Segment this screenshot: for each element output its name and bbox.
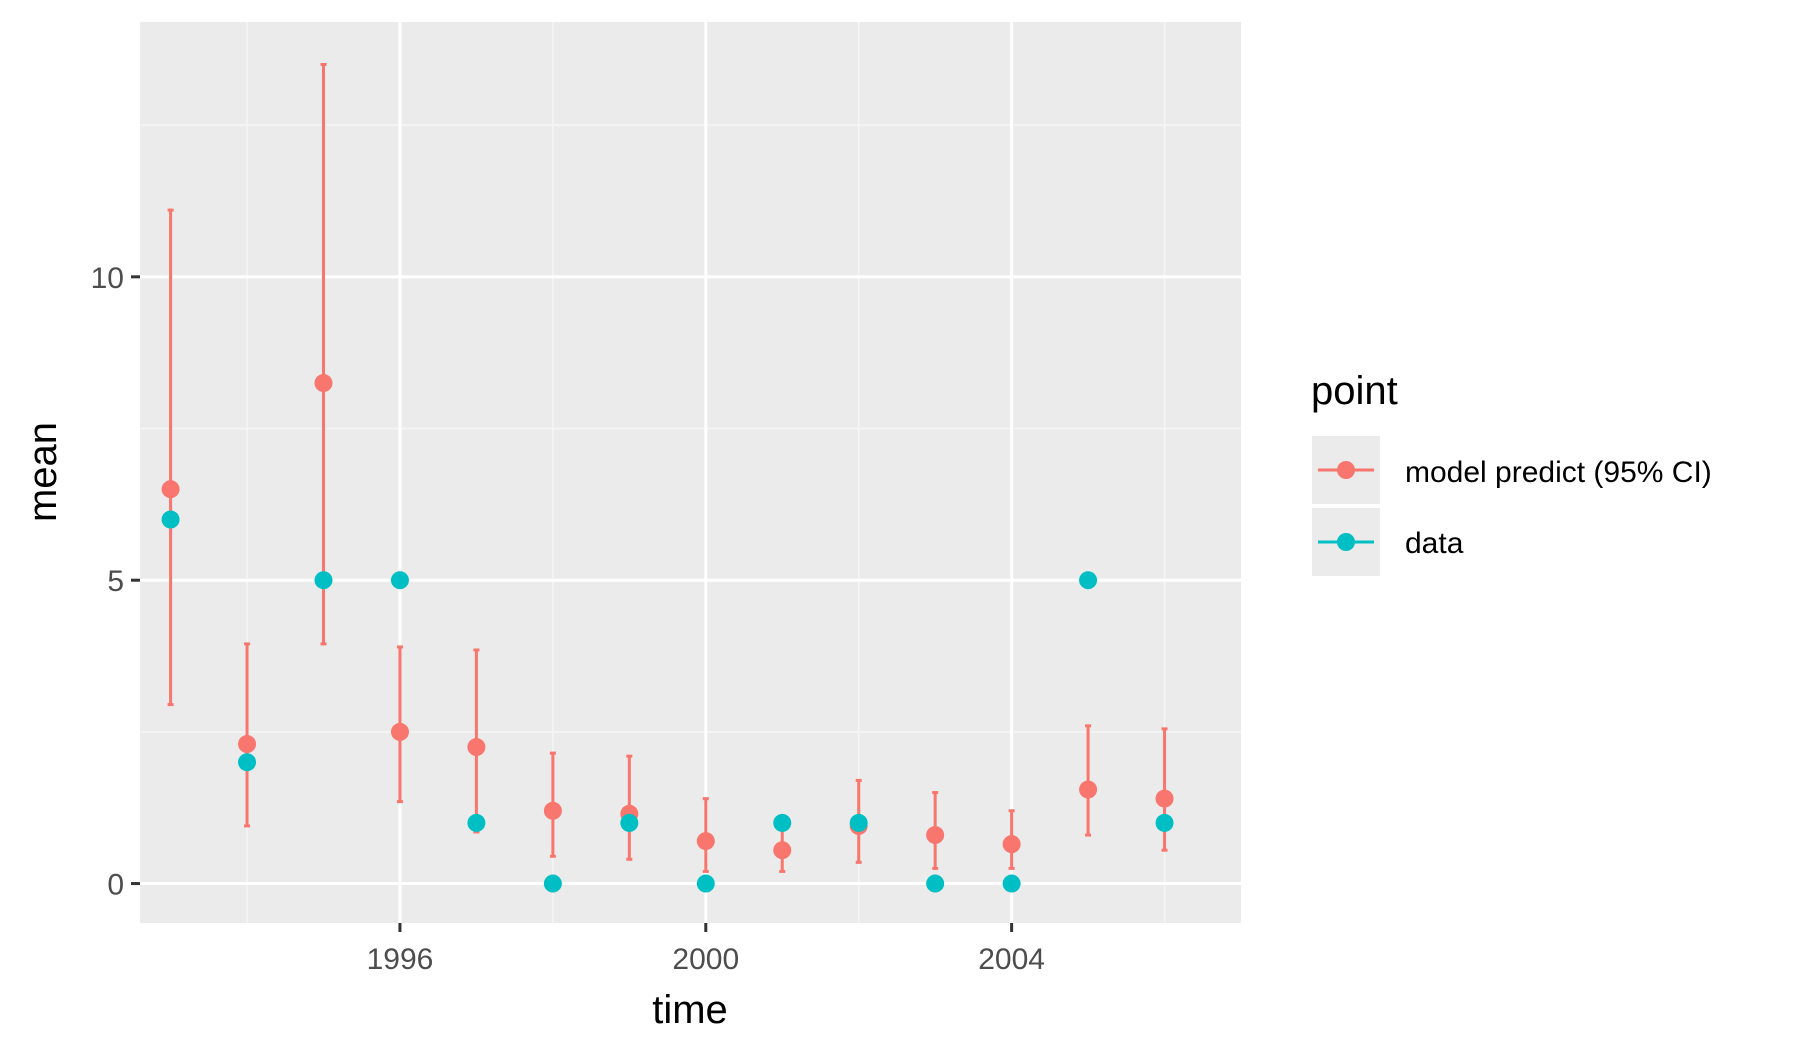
point-data bbox=[467, 813, 486, 832]
point-data bbox=[1079, 571, 1098, 590]
point-model-predict bbox=[161, 480, 180, 499]
legend-key-point-data bbox=[1337, 533, 1355, 551]
point-data bbox=[390, 571, 409, 590]
point-model-predict bbox=[543, 801, 562, 820]
legend-title: point bbox=[1311, 369, 1398, 413]
legend-label-data: data bbox=[1405, 527, 1464, 560]
axis-ticks bbox=[131, 275, 1014, 932]
point-model-predict bbox=[1079, 780, 1098, 799]
point-model-predict bbox=[467, 738, 486, 757]
point-model-predict bbox=[314, 374, 333, 393]
point-data bbox=[926, 874, 945, 893]
point-model-predict bbox=[926, 826, 945, 845]
errorbars bbox=[167, 62, 1168, 873]
point-model-predict bbox=[1002, 835, 1021, 854]
y-axis-title: mean bbox=[21, 422, 65, 522]
x-tick-label: 1996 bbox=[367, 943, 434, 976]
point-data bbox=[238, 753, 257, 772]
point-model-predict bbox=[390, 722, 409, 741]
point-data bbox=[620, 813, 639, 832]
point-model-predict bbox=[696, 832, 715, 851]
point-model-predict bbox=[773, 841, 792, 860]
x-tick-label: 2000 bbox=[672, 943, 739, 976]
point-data bbox=[161, 510, 180, 529]
point-data bbox=[314, 571, 333, 590]
y-tick-label: 0 bbox=[107, 869, 124, 902]
legend-key-point-model bbox=[1337, 461, 1355, 479]
tick-labels: 1996 2000 2004 0 5 10 bbox=[91, 262, 1045, 976]
point-model-predict bbox=[238, 735, 257, 754]
legend-label-model: model predict (95% CI) bbox=[1405, 456, 1712, 489]
y-tick-label: 10 bbox=[91, 262, 124, 295]
point-data bbox=[1002, 874, 1021, 893]
x-axis-title: time bbox=[652, 988, 728, 1032]
points bbox=[161, 374, 1174, 893]
point-data bbox=[696, 874, 715, 893]
y-tick-label: 5 bbox=[107, 565, 124, 598]
x-tick-label: 2004 bbox=[978, 943, 1045, 976]
point-data bbox=[1155, 813, 1174, 832]
point-data bbox=[849, 813, 868, 832]
point-data bbox=[543, 874, 562, 893]
legend: point model predict (95% CI) data bbox=[1311, 369, 1712, 576]
panel-background bbox=[140, 22, 1241, 923]
point-data bbox=[773, 813, 792, 832]
point-model-predict bbox=[1155, 789, 1174, 808]
